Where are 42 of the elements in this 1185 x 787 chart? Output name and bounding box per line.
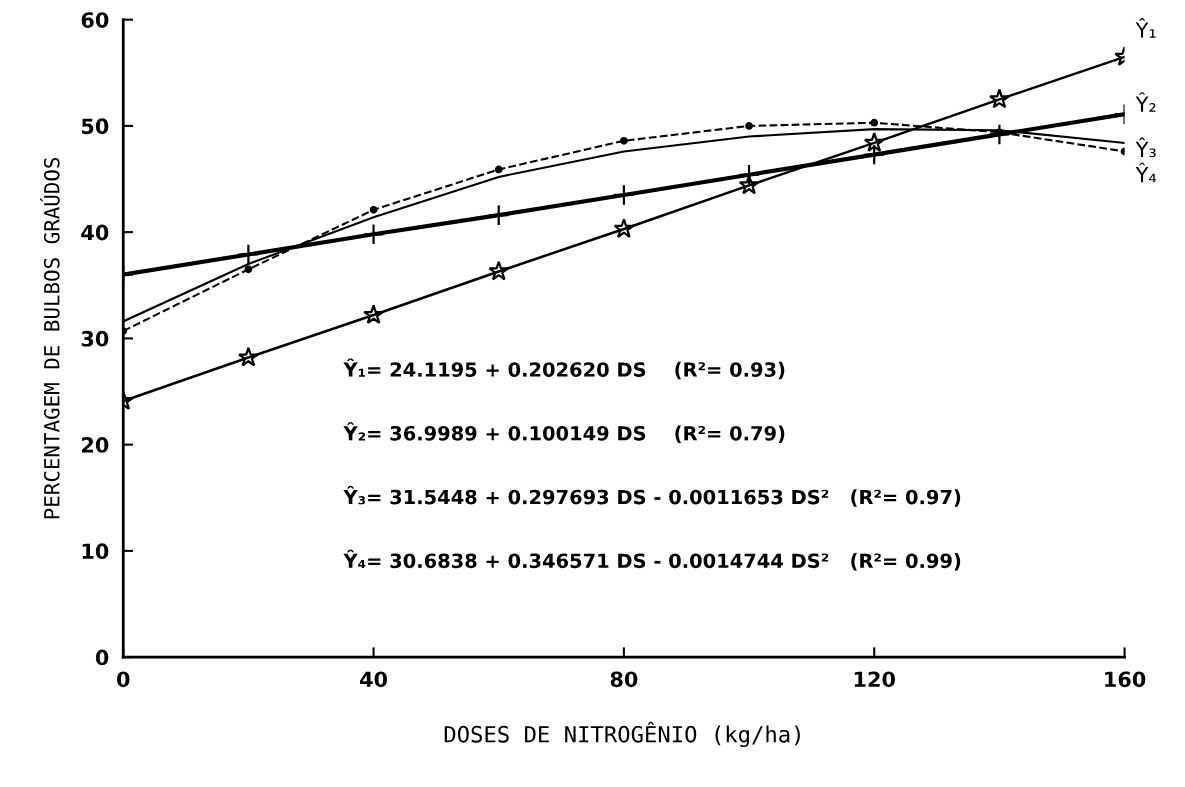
point [488,260,510,281]
annotation: Ŷ₃= 31.5448 + 0.297693 DS - 0.0011653 DS² (R²= 0.97) [343,485,961,507]
point [620,136,628,145]
x-tick-label: 80 [610,671,638,688]
series-label: Ŷ₂ [1135,92,1156,112]
y-tick-label: 20 [82,437,109,453]
y-tick-label: 60 [81,12,109,28]
point [613,184,635,206]
point [362,223,385,246]
y-tick-label: 50 [81,118,109,135]
point [238,346,259,367]
point [863,143,886,166]
annotation: Ŷ₁= 24.1195 + 0.202620 DS (R²= 0.93) [343,358,785,380]
series-label: Ŷ₁ [1135,18,1156,38]
point [244,265,253,274]
point [988,123,1011,146]
y-tick-label: 10 [82,543,109,560]
y-axis-title: PERCENTAGEM DE BULBOS GRAÚDOS [40,157,60,519]
series-label: Ŷ₃ [1135,137,1156,158]
point [738,174,760,195]
y-tick-label: 0 [95,649,109,666]
point [237,243,260,266]
point [363,304,384,325]
y-tick-label: 40 [81,224,109,241]
annotation: Ŷ₂= 36.9989 + 0.100149 DS (R²= 0.79) [343,422,785,443]
point [863,132,885,152]
point [738,163,760,186]
point [369,205,378,214]
point [487,204,510,226]
y-tick-label: 30 [81,330,109,347]
point [745,122,753,130]
series-label: Ŷ₄ [1135,162,1157,183]
x-tick-label: 40 [360,671,388,688]
point [494,165,503,174]
x-tick-label: 0 [116,671,130,688]
point [613,218,635,238]
point [989,88,1010,109]
x-tick-label: 120 [854,671,895,688]
x-tick-label: 160 [1105,671,1146,688]
x-axis-title: DOSES DE NITROGÊNIO (kg/ha) [444,721,800,748]
annotation: Ŷ₄= 30.6838 + 0.346571 DS - 0.0014744 DS² (R²= 0.99) [343,549,961,571]
point [870,118,879,127]
